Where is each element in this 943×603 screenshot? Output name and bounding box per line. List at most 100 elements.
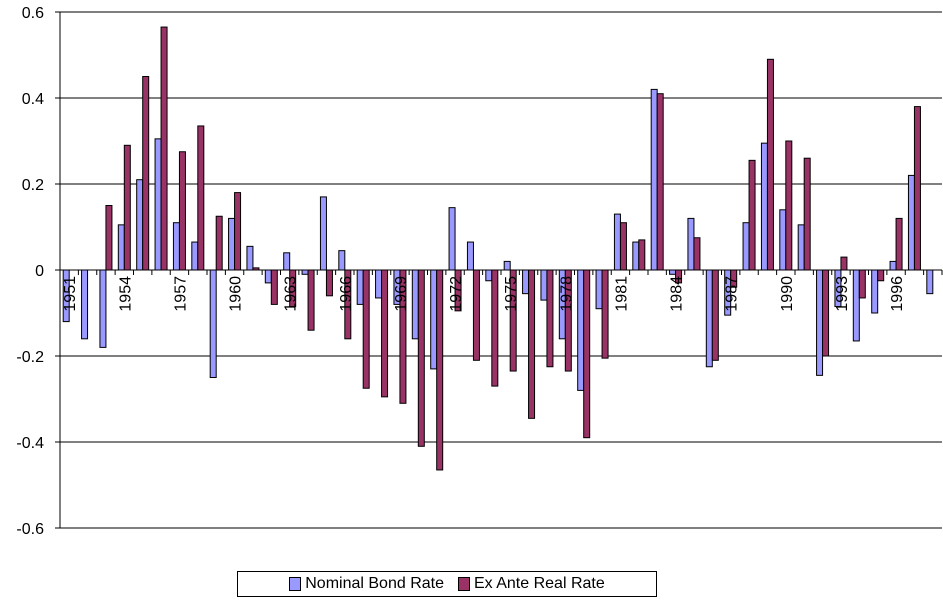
x-tick-label: 1996 [889,276,906,312]
y-tick-label: 0.6 [22,5,44,22]
bar [613,213,621,271]
bar [448,207,456,271]
bar [338,250,346,271]
bar [595,269,603,310]
bar [528,269,536,419]
bar [466,241,474,271]
bar [411,269,419,340]
bar [142,76,150,271]
bar [871,269,879,314]
bar [209,269,217,378]
bar [178,151,186,271]
bar [307,269,315,331]
bars [62,26,934,471]
bar [785,140,793,271]
bar [913,106,921,271]
bar [136,179,144,271]
bar [693,237,701,271]
y-tick-label: 0.4 [22,91,44,108]
bar [264,269,272,284]
bar [191,241,199,271]
bar [889,260,897,271]
legend-item-real: Ex Ante Real Rate [458,575,605,593]
x-tick-label: 1963 [283,276,300,312]
bar [356,269,364,305]
bar [172,222,180,271]
bar [816,269,824,376]
legend-label-nominal: Nominal Bond Rate [305,575,444,592]
bar [485,269,493,282]
bar [705,269,713,368]
bar [117,224,125,271]
bar [154,138,162,271]
x-tick-label: 1972 [448,276,465,312]
legend-item-nominal: Nominal Bond Rate [289,575,444,593]
bar [362,269,370,389]
legend: Nominal Bond Rate Ex Ante Real Rate [237,571,657,597]
bar [766,58,774,271]
bar [650,88,658,271]
x-tick-label: 1978 [558,276,575,312]
bar [840,256,848,271]
legend-swatch-nominal [289,577,302,591]
bar [375,269,383,299]
x-tick-label: 1957 [172,276,189,312]
bar [417,269,425,447]
bar [503,260,511,271]
bar [858,269,866,299]
x-tick-label: 1981 [613,276,630,312]
bar [81,269,89,340]
x-tick-label: 1966 [338,276,355,312]
bar [540,269,548,301]
y-tick-label: -0.2 [16,349,44,366]
bar [436,269,444,471]
bar [656,93,664,271]
bar [270,269,278,305]
bar [877,269,885,282]
bar [381,269,389,398]
bar [215,215,223,271]
bar [197,125,205,271]
bar [246,245,254,271]
x-axis-ticks: 1951 1954 1957 1960 1963 1966 1969 1972 1975 1978… [59,270,943,312]
x-tick-label: 1960 [228,276,245,312]
bar [926,269,934,295]
bar [301,269,309,275]
y-tick-label: -0.6 [16,521,44,538]
bar [577,269,585,391]
bar [160,26,168,271]
bar [669,269,677,275]
legend-swatch-real [458,577,470,591]
bar [907,174,915,271]
bar [583,269,591,439]
bar [430,269,438,370]
bar [760,142,768,271]
x-tick-label: 1951 [62,276,79,312]
bar [491,269,499,387]
bar [283,252,291,271]
bar [546,269,554,368]
bar [319,196,327,271]
bar [99,269,107,348]
bar [105,205,113,271]
bar [779,209,787,271]
bar [632,241,640,271]
bar [711,269,719,361]
bar [601,269,609,359]
x-tick-label: 1975 [503,276,520,312]
bar [895,217,903,271]
bar [852,269,860,342]
x-tick-label: 1987 [724,276,741,312]
y-tick-label: 0 [35,263,44,280]
y-tick-label: 0.2 [22,177,44,194]
bar [687,217,695,271]
bar [822,269,830,357]
bar [325,269,333,297]
bar [619,222,627,271]
y-axis-ticks: -0.6 -0.4 -0.2 0 0.2 0.4 0.6 [16,5,60,538]
y-tick-label: -0.4 [16,435,44,452]
x-tick-label: 1984 [669,276,686,312]
bar [803,157,811,271]
bar [797,224,805,271]
